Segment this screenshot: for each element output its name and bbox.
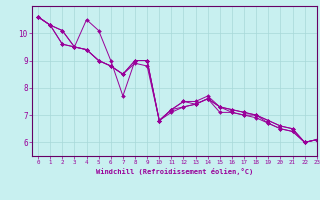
X-axis label: Windchill (Refroidissement éolien,°C): Windchill (Refroidissement éolien,°C) <box>96 168 253 175</box>
